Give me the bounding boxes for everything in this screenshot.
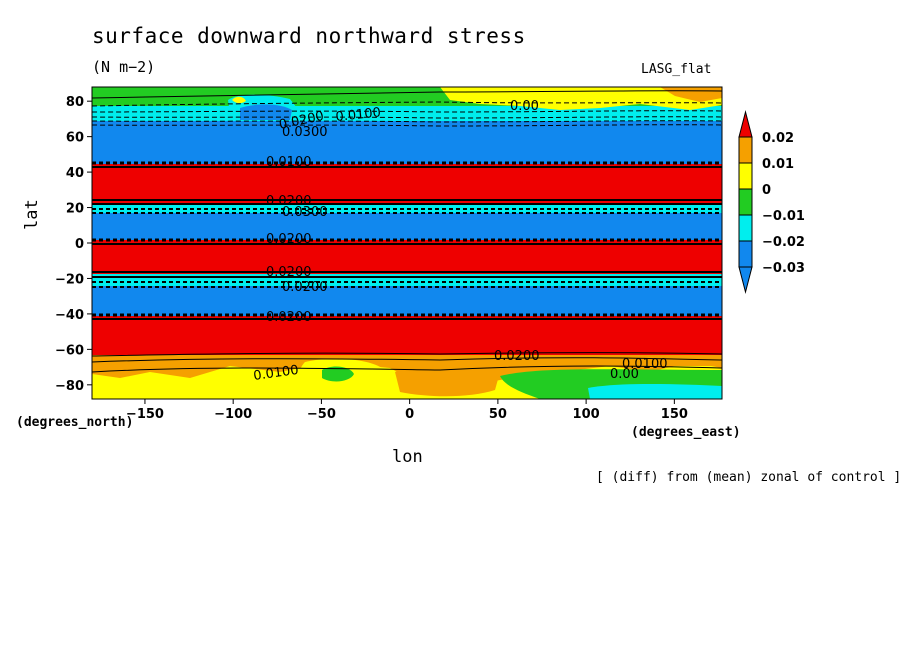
colorbar-label: −0.03: [762, 261, 805, 276]
y-tick-label: 0: [75, 237, 84, 252]
colorbar: 0.02 0.01 0 −0.01 −0.02 −0.03: [738, 110, 805, 294]
y-tick-label: −40: [55, 308, 84, 323]
x-tick-label: −150: [126, 407, 164, 422]
colorbar-label: 0.01: [762, 157, 794, 172]
colorbar-segment: [738, 214, 753, 242]
colorbar-label: 0.02: [762, 131, 794, 146]
contour-label: 0.0100: [622, 357, 668, 372]
x-axis-units: (degrees_east): [631, 425, 741, 440]
y-axis-label: lat: [22, 199, 42, 230]
band-tropic-s-cyan: [92, 274, 722, 287]
contour-label: 0.0100: [266, 155, 312, 170]
band-south-blue: [92, 286, 722, 317]
y-tick-label: 40: [66, 166, 84, 181]
y-tick-label: 20: [66, 202, 84, 217]
contour-label: 0.0200: [282, 280, 328, 295]
contour-label: 0.0200: [266, 310, 312, 325]
y-tick-label: −80: [55, 379, 84, 394]
x-axis: −150 −100 −50 0 50 100 150: [126, 399, 688, 422]
south-cyan-patch: [588, 384, 722, 399]
contour-label: 0.0300: [282, 205, 328, 220]
y-tick-label: −60: [55, 343, 84, 358]
contour-field: 0.0200 0.0300 0.0100 0.00 0.0100 0.0200 …: [92, 87, 722, 399]
south-orange-lobe: [395, 365, 500, 397]
colorbar-label: −0.02: [762, 235, 805, 250]
contour-label: 0.0200: [266, 194, 312, 209]
colorbar-segment: [738, 162, 753, 190]
y-tick-label: −20: [55, 272, 84, 287]
contour-label: 0.0200: [494, 349, 540, 364]
model-label: LASG_flat: [641, 62, 712, 77]
chart-units: (N m−2): [92, 58, 156, 76]
colorbar-bottom-arrow: [738, 266, 753, 294]
contour-label: 0.0200: [266, 265, 312, 280]
contour-label: 0.00: [610, 367, 639, 382]
south-green-blob: [322, 366, 354, 382]
contour-label: 0.0300: [282, 125, 328, 140]
y-tick-label: 60: [66, 131, 84, 146]
band-tropic-n-blue: [92, 213, 722, 241]
colorbar-label: −0.01: [762, 209, 805, 224]
contour-lines: [92, 90, 722, 373]
colorbar-segment: [738, 240, 753, 268]
north-yellow-small: [232, 96, 246, 104]
band-north-red: [92, 164, 722, 204]
colorbar-segment: [738, 136, 753, 164]
footnote: [ (diff) from (mean) zonal of control ]: [596, 470, 902, 485]
x-axis-label: lon: [392, 447, 423, 467]
north-yellow-patch: [440, 87, 722, 110]
x-tick-label: −100: [214, 407, 252, 422]
colorbar-label: 0: [762, 183, 771, 198]
colorbar-segment: [738, 188, 753, 216]
x-tick-label: −50: [307, 407, 336, 422]
contour-label: 0.0200: [266, 232, 312, 247]
north-blue-patch: [240, 104, 292, 120]
band-north-cyan: [92, 106, 722, 122]
y-tick-label: 80: [66, 95, 84, 110]
colorbar-top-arrow: [738, 110, 753, 138]
y-axis-units: (degrees_north): [16, 415, 134, 430]
x-tick-label: 150: [661, 407, 688, 422]
band-north-blue: [92, 121, 722, 165]
band-equator-red: [92, 240, 722, 275]
x-tick-label: 50: [489, 407, 507, 422]
contour-label: 0.00: [510, 99, 539, 114]
y-axis: 80 60 40 20 0 −20 −40 −60 −80: [55, 95, 92, 394]
x-tick-label: 100: [573, 407, 600, 422]
contour-label: 0.0100: [335, 105, 382, 125]
chart-title: surface downward northward stress: [92, 24, 526, 48]
x-tick-label: 0: [405, 407, 414, 422]
contour-labels: 0.0200 0.0300 0.0100 0.00 0.0100 0.0200 …: [252, 99, 667, 384]
contour-label: 0.0100: [252, 363, 299, 384]
